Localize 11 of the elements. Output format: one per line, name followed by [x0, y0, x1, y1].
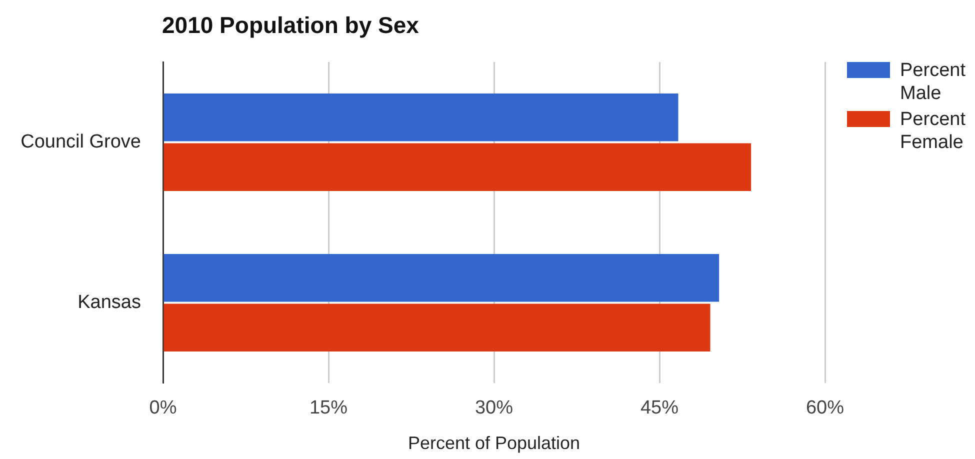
x-tick-label: 15% [309, 398, 348, 419]
x-tick-label: 45% [640, 398, 679, 419]
y-tick-label: Kansas [78, 292, 141, 313]
chart-title: 2010 Population by Sex [162, 11, 419, 39]
y-tick-label: Council Grove [20, 131, 141, 152]
legend-label: Percent Female [900, 108, 966, 154]
x-tick-label: 60% [806, 398, 844, 419]
x-tick-label: 0% [149, 398, 177, 419]
legend-label: Percent Male [900, 59, 966, 105]
x-tick-label: 30% [474, 398, 514, 419]
x-axis-title: Percent of Population [408, 433, 580, 454]
